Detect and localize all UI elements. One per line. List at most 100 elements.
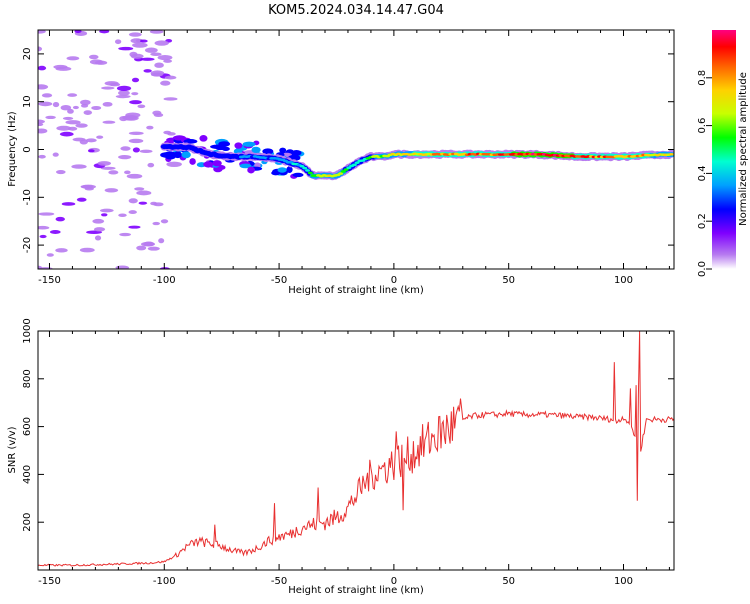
noise-blob [149, 30, 164, 34]
signal-blob [286, 166, 293, 173]
noise-blob [55, 170, 66, 175]
noise-blob [96, 135, 104, 139]
signal-blob [239, 163, 252, 169]
noise-blob [59, 131, 74, 137]
colorbar-tick-label: 0.2 [697, 213, 708, 229]
noise-blob [38, 154, 46, 159]
noise-blob [79, 247, 95, 253]
noise-blob [163, 97, 178, 101]
spectrogram-ytick-label: 0 [22, 146, 33, 152]
noise-blob [55, 248, 68, 253]
noise-blob [120, 146, 131, 151]
noise-blob [152, 110, 162, 116]
noise-blob [136, 190, 152, 196]
chart-title: KOM5.2024.034.14.47.G04 [268, 3, 444, 18]
snr-xtick-label: 100 [614, 576, 633, 587]
noise-blob [61, 202, 76, 206]
noise-blob [164, 75, 177, 80]
colorbar: 0.0 0.2 0.4 0.6 0.8 Normalized spectral ampl… [697, 30, 749, 277]
noise-blob [163, 59, 172, 63]
noise-blob [134, 187, 145, 191]
noise-blob [45, 115, 56, 120]
noise-blob [38, 119, 45, 124]
ridge-core [668, 152, 674, 156]
noise-blob [38, 84, 49, 90]
ridge-core [338, 172, 344, 175]
noise-blob [151, 72, 164, 77]
snr-xlabel: Height of straight line (km) [288, 585, 424, 596]
spectrogram-ytick-label: 20 [22, 48, 33, 61]
noise-blob [126, 173, 143, 179]
noise-blob [71, 164, 87, 169]
noise-blob [160, 219, 169, 224]
colorbar-tick-label: 0.4 [697, 165, 708, 181]
snr-line [38, 331, 674, 567]
noise-blob [143, 69, 152, 73]
noise-blob [139, 149, 153, 153]
snr-xtick-label: 50 [502, 576, 515, 587]
spectrogram-xtick-label: -150 [38, 275, 61, 286]
noise-blob [99, 30, 110, 34]
noise-blob [38, 212, 55, 216]
spectrogram-ytick-label: -10 [22, 189, 33, 205]
noise-blob [144, 47, 158, 53]
signal-blob [292, 172, 304, 178]
noise-blob [132, 147, 140, 153]
spectrogram-ytick-label: -20 [22, 237, 33, 253]
spectrogram-xtick-label: -100 [153, 275, 176, 286]
noise-blob [89, 59, 104, 65]
noise-blob [92, 218, 105, 224]
ridge-core [351, 163, 357, 167]
ridge-core [307, 171, 313, 175]
noise-blob [160, 80, 171, 86]
signal-blob [251, 146, 261, 154]
noise-blob [128, 210, 137, 215]
ridge-core [299, 164, 305, 168]
noise-blob [97, 161, 112, 166]
noise-blob [131, 92, 139, 96]
signal-blob [181, 151, 191, 159]
signal-blob [172, 135, 187, 141]
noise-blob [147, 246, 160, 251]
noise-blob [62, 116, 74, 120]
signal-blob [277, 167, 287, 173]
ridge-core [340, 170, 346, 173]
noise-blob [152, 221, 160, 226]
ridge-core [343, 168, 349, 171]
noise-blob [85, 138, 97, 143]
signal-blob [247, 166, 255, 174]
noise-blob [52, 102, 60, 108]
noise-blob [38, 46, 43, 52]
spectrogram-xtick-label: 0 [391, 275, 397, 286]
noise-blob [55, 216, 65, 222]
signal-blob [183, 138, 198, 144]
noise-blob [116, 85, 132, 91]
colorbar-tick-label: 0.0 [697, 261, 708, 277]
noise-blob [114, 39, 122, 45]
ridge-core [302, 166, 308, 170]
snr-xtick-label: 0 [391, 576, 397, 587]
noise-blob [131, 77, 140, 83]
noise-blob [39, 234, 47, 239]
noise-blob [101, 86, 115, 90]
noise-blob [100, 166, 116, 170]
noise-blob [72, 105, 79, 110]
noise-blob [52, 152, 59, 157]
snr-ytick-label: 400 [22, 465, 33, 484]
noise-blob [38, 122, 44, 127]
noise-blob [67, 93, 78, 97]
noise-blob [80, 99, 91, 106]
noise-blob [158, 238, 165, 244]
noise-blob [163, 130, 172, 135]
noise-blob [124, 170, 131, 175]
ridge-core [354, 161, 360, 164]
noise-blob [55, 66, 72, 71]
snr-frame [37, 330, 675, 571]
noise-blob [123, 115, 139, 121]
colorbar-tick-label: 0.8 [697, 70, 708, 86]
noise-blob [87, 149, 95, 153]
noise-blob [67, 108, 74, 114]
signal-blob [291, 150, 302, 156]
noise-blob [119, 232, 132, 237]
